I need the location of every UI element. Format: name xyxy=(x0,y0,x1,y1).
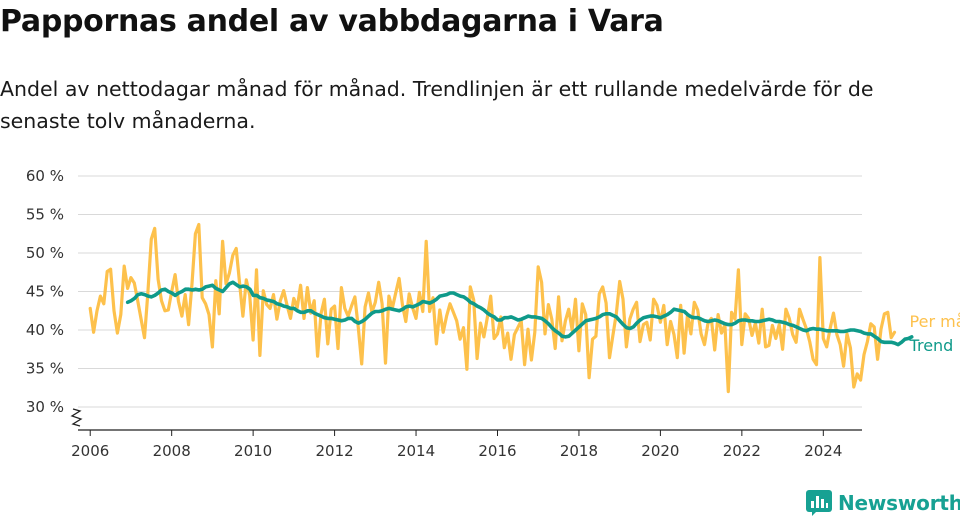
series-line-trend xyxy=(125,280,914,347)
series-line-per-manad xyxy=(88,222,897,394)
x-tick-label: 2010 xyxy=(234,442,272,460)
x-tick-label: 2016 xyxy=(478,442,516,460)
legend: Per månad Trend xyxy=(909,312,960,355)
x-tick-label: 2018 xyxy=(560,442,598,460)
x-tick-label: 2024 xyxy=(804,442,842,460)
legend-label-trend: Trend xyxy=(909,336,954,355)
newsworthy-logo-icon xyxy=(806,490,832,516)
y-tick-label: 55 % xyxy=(26,206,64,224)
x-tick-label: 2008 xyxy=(153,442,191,460)
axis-break-zigzag xyxy=(70,408,83,427)
x-axis: 2006 2008 2010 2012 2014 2016 2018 2020 2022 2024 xyxy=(71,429,862,460)
x-tick-label: 2014 xyxy=(397,442,435,460)
y-tick-label: 60 % xyxy=(26,167,64,185)
brand-logo: Newsworthy xyxy=(806,487,960,519)
x-tick-label: 2012 xyxy=(315,442,353,460)
x-tick-label: 2020 xyxy=(641,442,679,460)
chart-subtitle: Andel av nettodagar månad för månad. Tre… xyxy=(0,77,874,133)
y-tick-label: 30 % xyxy=(26,398,64,416)
y-tick-label: 40 % xyxy=(26,321,64,339)
brand-name: Newsworthy xyxy=(838,491,960,515)
series-lines xyxy=(88,222,914,394)
chart-title: Pappornas andel av vabbdagarna i Vara xyxy=(0,4,664,39)
y-tick-label: 35 % xyxy=(26,360,64,378)
x-tick-label: 2022 xyxy=(723,442,761,460)
y-tick-label: 45 % xyxy=(26,283,64,301)
y-tick-label: 50 % xyxy=(26,244,64,262)
x-tick-label: 2006 xyxy=(71,442,109,460)
y-axis-ticks: 30 % 35 % 40 % 45 % 50 % 55 % 60 % xyxy=(26,167,64,416)
legend-label-per-manad: Per månad xyxy=(910,312,960,331)
axis-break-icon xyxy=(70,408,83,427)
